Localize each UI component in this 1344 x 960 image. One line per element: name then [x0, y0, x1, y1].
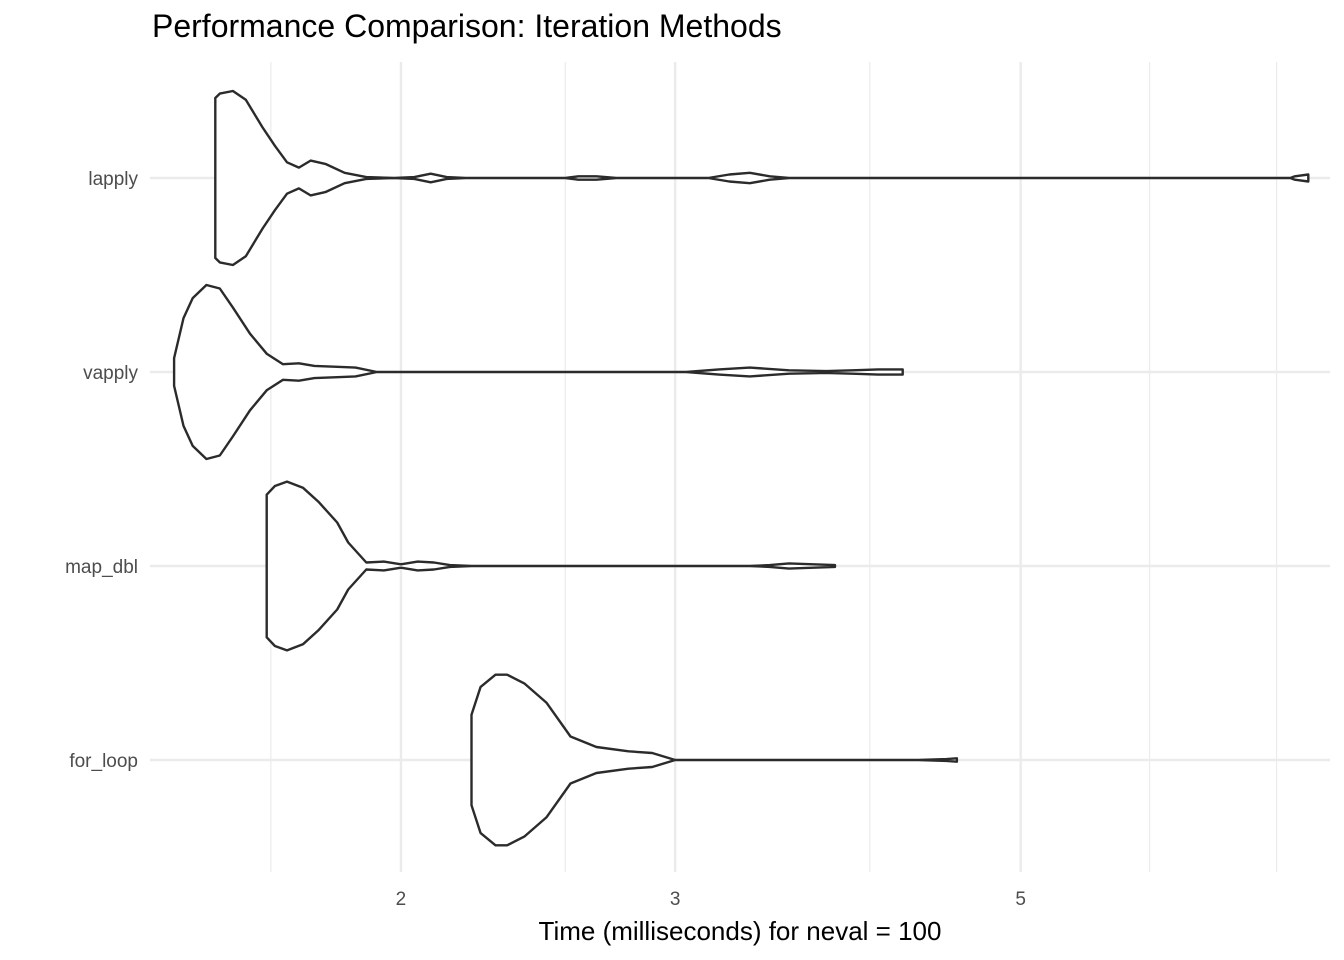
- x-tick-label: 5: [1015, 889, 1026, 910]
- x-axis-title: Time (milliseconds) for neval = 100: [539, 916, 942, 946]
- violin-lapply: [214, 89, 1310, 267]
- x-tick-labels: 2 3 5: [396, 889, 1026, 910]
- x-tick-label: 2: [396, 889, 407, 910]
- violin-vapply: [172, 283, 904, 461]
- violin-layer: [172, 89, 1310, 847]
- chart-title: Performance Comparison: Iteration Method…: [152, 8, 782, 44]
- y-tick-label-vapply: vapply: [83, 363, 138, 384]
- violin-for-loop: [470, 673, 959, 847]
- y-tick-label-map-dbl: map_dbl: [65, 557, 138, 578]
- y-tick-labels: lapply vapply map_dbl for_loop: [65, 169, 138, 772]
- y-tick-label-lapply: lapply: [88, 169, 138, 190]
- y-tick-label-for-loop: for_loop: [69, 751, 138, 772]
- x-tick-label: 3: [670, 889, 681, 910]
- violin-map-dbl: [265, 480, 837, 652]
